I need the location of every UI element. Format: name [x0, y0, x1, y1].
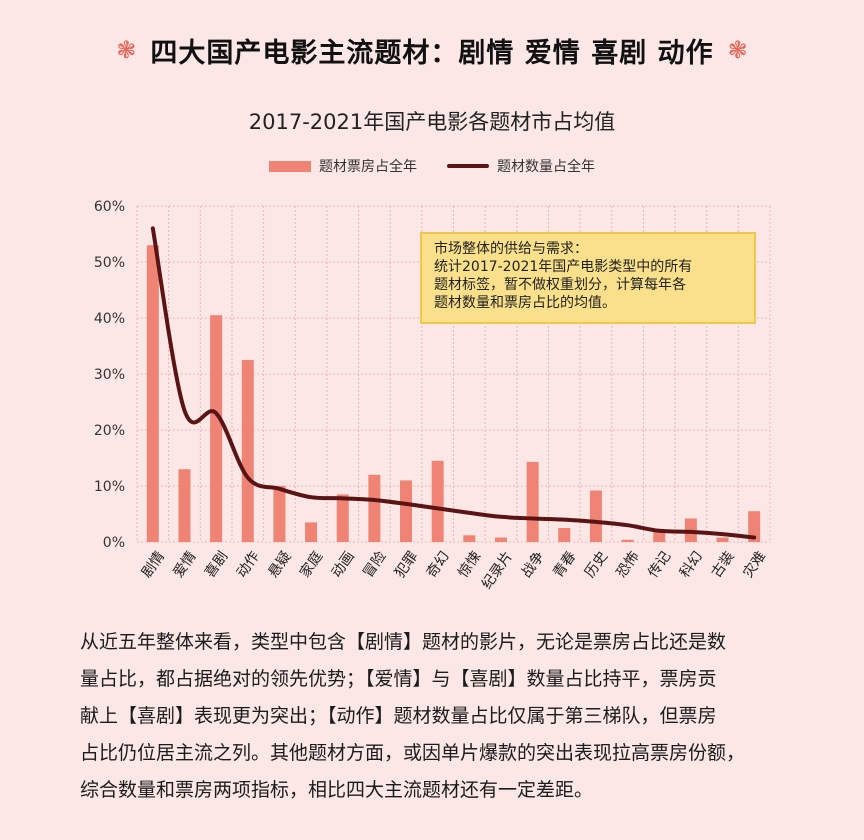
bar — [178, 469, 191, 542]
y-tick-label: 20% — [94, 423, 125, 439]
x-tick-label: 科幻 — [677, 549, 706, 581]
x-tick-label: 动作 — [234, 549, 263, 581]
bar — [273, 486, 286, 542]
bar — [716, 537, 729, 542]
x-tick-label: 剧情 — [139, 549, 168, 581]
x-tick-label: 家庭 — [296, 548, 326, 581]
bar — [748, 511, 761, 542]
x-tick-label: 犯罪 — [392, 549, 421, 581]
bar — [653, 531, 666, 542]
y-tick-label: 60% — [94, 199, 125, 215]
x-tick-label: 喜剧 — [202, 549, 231, 581]
note-line: 市场整体的供给与需求： — [434, 241, 588, 257]
y-tick-label: 30% — [94, 367, 125, 383]
series-line — [150, 226, 757, 540]
legend-line-swatch — [447, 164, 489, 168]
chart-legend: 题材票房占全年 题材数量占全年 — [0, 156, 864, 176]
bar — [494, 537, 507, 542]
bar — [210, 315, 223, 542]
paragraph-line: 从近五年整体来看，类型中包含【剧情】题材的影片，无论是票房占比还是数 — [80, 631, 727, 653]
paragraph-line: 占比仍位居主流之列。其他题材方面，或因单片爆款的突出表现拉高票房份额， — [80, 742, 746, 764]
bar — [241, 360, 254, 542]
y-tick-label: 40% — [94, 311, 125, 327]
chart-canvas: 0% 10% 20% 30% 40% 50% 60% 剧情 爱情 喜剧 动作 悬疑 家庭 动画 冒险 犯罪 奇幻… — [94, 199, 771, 593]
x-tick-label: 爱情 — [170, 549, 199, 581]
bar — [526, 461, 539, 542]
annotation-note: 市场整体的供给与需求： 统计2017-2021年国产电影类型中的所有 题材标签，… — [420, 232, 756, 324]
legend-line-label: 题材数量占全年 — [497, 159, 595, 175]
x-tick-label: 冒险 — [360, 549, 389, 581]
x-tick-label: 动画 — [329, 549, 358, 581]
x-tick-label: 奇幻 — [423, 548, 453, 581]
y-tick-label: 0% — [103, 535, 125, 551]
bar — [305, 522, 318, 542]
bar — [558, 528, 571, 542]
bar — [589, 490, 602, 542]
bar — [431, 460, 444, 542]
bar — [463, 535, 476, 542]
x-tick-label: 青春 — [550, 549, 579, 581]
note-line: 统计2017-2021年国产电影类型中的所有 — [434, 259, 693, 275]
paragraph-line: 献上【喜剧】表现更为突出；【动作】题材数量占比仅属于第三梯队，但票房 — [80, 705, 717, 727]
paragraph-line: 综合数量和票房两项指标，相比四大主流题材还有一定差距。 — [80, 779, 594, 801]
analysis-paragraph: 从近五年整体来看，类型中包含【剧情】题材的影片，无论是票房占比还是数 量占比，都… — [80, 624, 800, 809]
flower-icon-left: ❃ — [116, 36, 137, 64]
legend-item-bar: 题材票房占全年 — [269, 156, 417, 176]
legend-bar-label: 题材票房占全年 — [319, 159, 417, 175]
bar — [336, 494, 349, 542]
headline-text: 四大国产电影主流题材：剧情 爱情 喜剧 动作 — [150, 37, 714, 69]
bar — [400, 480, 413, 542]
x-tick-label: 悬疑 — [265, 549, 294, 581]
chart-title: 2017-2021年国产电影各题材市占均值 — [248, 110, 616, 134]
note-line: 题材数量和票房占比的均值。 — [434, 295, 616, 311]
x-tick-label: 纪录片 — [479, 549, 516, 593]
y-tick-label: 10% — [94, 479, 125, 495]
x-tick-label: 战争 — [519, 549, 548, 581]
x-tick-label: 古装 — [708, 549, 737, 581]
x-tick-label: 历史 — [582, 549, 611, 581]
legend-bar-swatch — [269, 160, 311, 172]
headline: ❃ 四大国产电影主流题材：剧情 爱情 喜剧 动作 ❃ — [0, 28, 864, 72]
note-line: 题材标签，暂不做权重划分，计算每年各 — [434, 277, 686, 293]
bar — [368, 474, 381, 542]
x-tick-label: 恐怖 — [613, 548, 643, 581]
y-tick-label: 50% — [94, 255, 125, 271]
legend-item-line: 题材数量占全年 — [447, 156, 595, 176]
bar — [146, 245, 159, 542]
bar — [621, 539, 634, 542]
paragraph-line: 量占比，都占据绝对的领先优势；【爱情】与【喜剧】数量占比持平，票房贡 — [80, 668, 717, 690]
x-tick-label: 惊悚 — [455, 549, 484, 581]
flower-icon-right: ❃ — [727, 36, 748, 64]
x-tick-label: 灾难 — [739, 548, 769, 581]
x-tick-label: 传记 — [645, 549, 674, 581]
